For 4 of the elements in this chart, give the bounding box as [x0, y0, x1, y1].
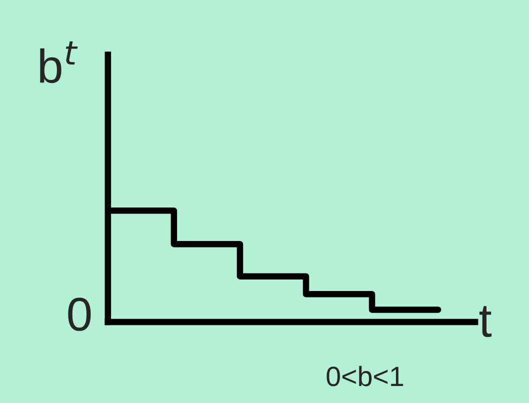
- y-axis-title: b$^{t}$: [40, 41, 78, 84]
- text: 0<b<1: [326, 366, 404, 386]
- text: 0: [68, 298, 91, 332]
- x-axis-title: t: [479, 306, 492, 337]
